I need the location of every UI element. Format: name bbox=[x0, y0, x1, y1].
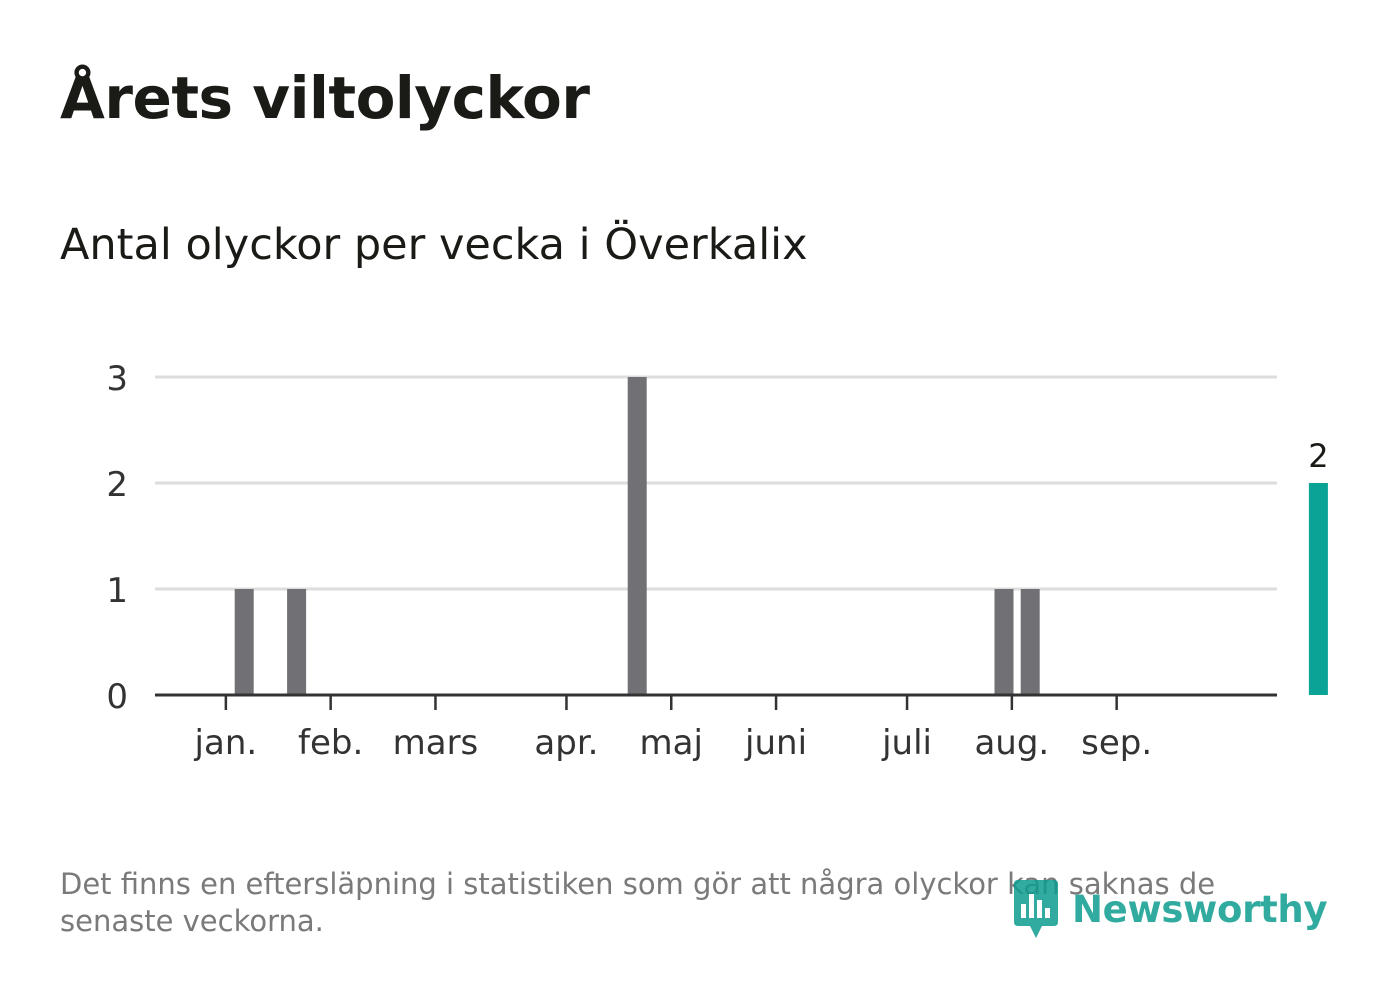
chart-title: Årets viltolyckor bbox=[60, 64, 590, 132]
axes: 0 1 2 3 jan. feb. mars apr. maj juni juli aug. sep. bbox=[106, 359, 1277, 763]
bar-highlight bbox=[1308, 483, 1328, 695]
x-tick-label: aug. bbox=[974, 723, 1049, 763]
x-tick-label: apr. bbox=[534, 723, 598, 763]
bar bbox=[287, 589, 307, 695]
gridlines bbox=[155, 375, 1277, 591]
x-tick-label: feb. bbox=[298, 723, 363, 763]
bar bbox=[627, 377, 647, 695]
x-tick-label: sep. bbox=[1081, 723, 1152, 763]
y-tick-label: 3 bbox=[106, 359, 128, 399]
x-tick-label: maj bbox=[640, 723, 703, 763]
y-tick-label: 0 bbox=[106, 677, 128, 717]
bar bbox=[234, 589, 254, 695]
newsworthy-logo-icon bbox=[1014, 880, 1058, 938]
x-tick-label: mars bbox=[393, 723, 479, 763]
bars: 2 bbox=[234, 377, 1329, 695]
newsworthy-logo: Newsworthy bbox=[1010, 878, 1328, 940]
x-tick-label: jan. bbox=[194, 723, 258, 763]
bar-value-label: 2 bbox=[1308, 437, 1328, 475]
chart-subtitle: Antal olyckor per vecka i Överkalix bbox=[60, 220, 808, 270]
y-tick-label: 2 bbox=[106, 465, 128, 505]
bar bbox=[994, 589, 1014, 695]
x-tick-label: juli bbox=[881, 723, 932, 763]
bar bbox=[1020, 589, 1040, 695]
newsworthy-logo-text: Newsworthy bbox=[1072, 887, 1328, 931]
x-tick-label: juni bbox=[744, 723, 807, 763]
y-tick-label: 1 bbox=[106, 571, 128, 611]
